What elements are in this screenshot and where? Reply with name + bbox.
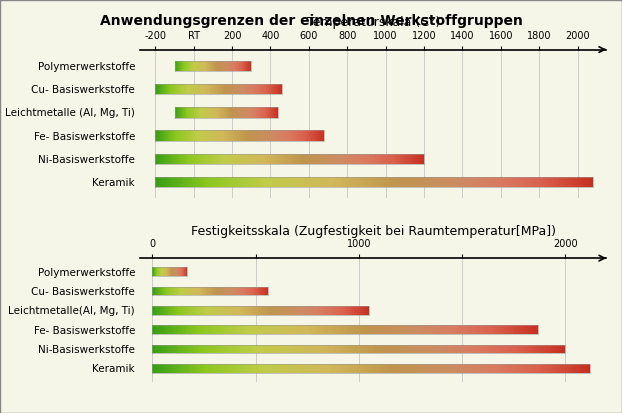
Text: Anwendungsgrenzen der einzelnen Werkstoffgruppen: Anwendungsgrenzen der einzelnen Werkstof… [100, 14, 522, 28]
X-axis label: Temperaturskala (C°): Temperaturskala (C°) [307, 17, 440, 29]
X-axis label: Festigkeitsskala (Zugfestigkeit bei Raumtemperatur[MPa]): Festigkeitsskala (Zugfestigkeit bei Raum… [191, 225, 555, 238]
